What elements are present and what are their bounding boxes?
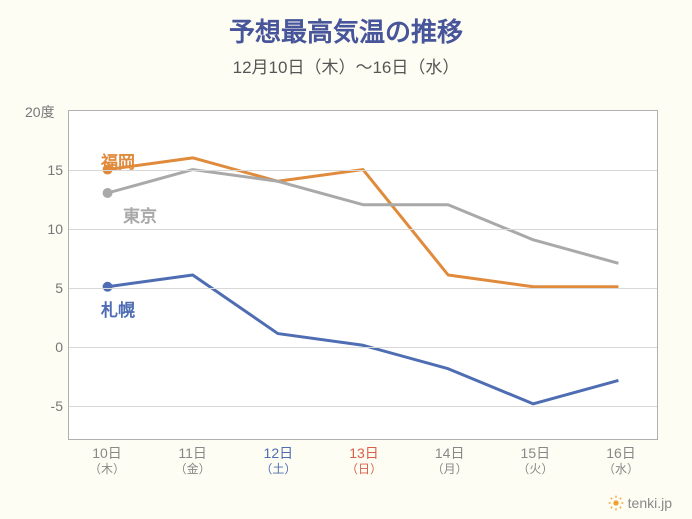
chart-subtitle: 12月10日（木）～16日（水） [20,53,672,78]
gridline [69,170,657,171]
x-tick-label: 13日（日） [346,439,382,476]
y-tick-label: 10 [47,221,69,237]
attribution: tenki.jp [608,495,672,511]
series-label: 福岡 [101,148,135,173]
y-tick-label: 5 [55,280,69,296]
sun-icon [608,495,624,511]
y-axis-unit: 20度 [25,102,55,122]
x-tick-label: 14日（月） [432,439,468,476]
series-line [108,275,619,404]
x-tick-label: 16日（水） [603,439,639,476]
gridline [69,229,657,230]
x-tick-label: 15日（火） [517,439,553,476]
chart-svg [69,111,657,439]
x-tick-label: 11日（金） [175,439,211,476]
x-tick-label: 10日（木） [89,439,125,476]
series-marker [103,282,113,292]
series-line [108,158,619,287]
y-tick-label: 0 [55,339,69,355]
series-line [108,170,619,264]
y-tick-label: -5 [51,398,69,414]
chart-title: 予想最高気温の推移 [20,12,672,49]
gridline [69,288,657,289]
chart-container: 予想最高気温の推移 12月10日（木）～16日（水） 20度 -5 0 5 10 15 1… [0,0,692,519]
series-marker [103,188,113,198]
gridline [69,406,657,407]
y-tick-label: 15 [47,162,69,178]
series-label: 札幌 [101,296,135,321]
gridline [69,347,657,348]
x-tick-label: 12日（土） [260,439,296,476]
series-label: 東京 [123,202,157,227]
attribution-text: tenki.jp [628,495,672,511]
plot-area: 20度 -505101510日（木）11日（金）12日（土）13日（日）14日（… [68,110,658,440]
chart-area: 20度 -5 0 5 10 15 10日（木） 11日（金） 12日（土） 13日（日） 14日（… [20,90,672,480]
